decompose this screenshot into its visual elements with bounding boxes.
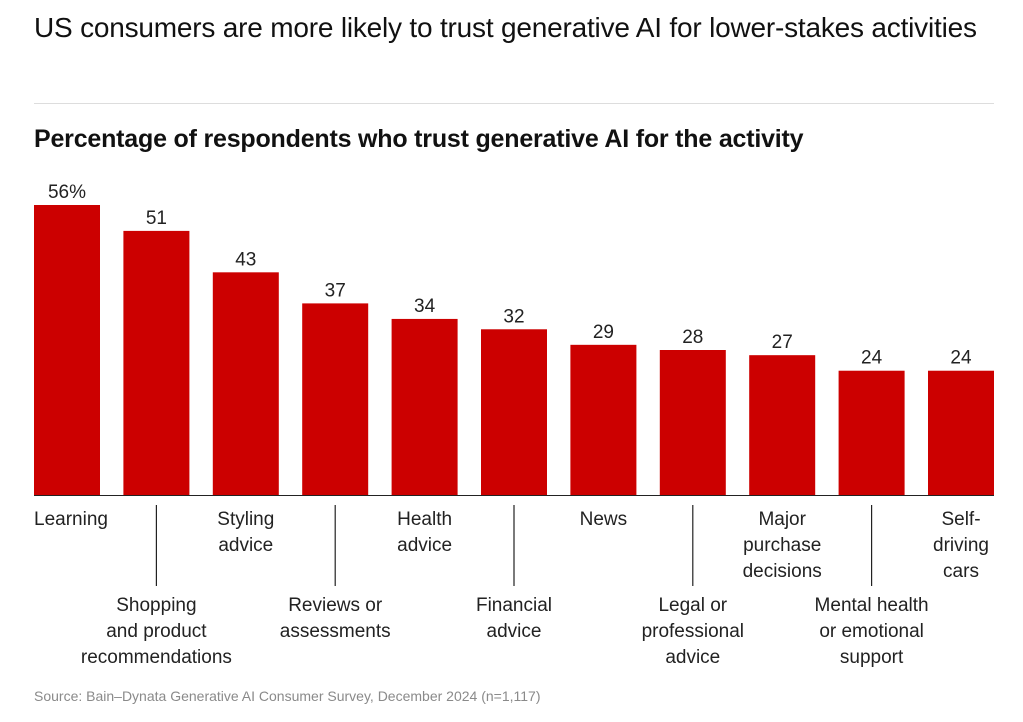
category-label-0: Learning — [34, 509, 108, 530]
value-label-9: 24 — [861, 348, 883, 369]
chart-subtitle: Percentage of respondents who trust gene… — [34, 125, 804, 153]
category-label-9: Mental health or emotional support — [815, 595, 929, 668]
value-label-7: 28 — [682, 327, 703, 348]
title-divider — [34, 103, 994, 104]
bar-1 — [123, 230, 190, 495]
category-label-2: Styling advice — [217, 509, 274, 556]
bar-6 — [570, 344, 637, 495]
bar-10 — [928, 370, 994, 495]
chart-title: US consumers are more likely to trust ge… — [34, 12, 977, 43]
category-label-4: Health advice — [397, 509, 452, 556]
bar-5 — [481, 329, 547, 495]
category-label-7: Legal or professional advice — [642, 595, 744, 668]
value-label-3: 37 — [325, 280, 346, 301]
bar-4 — [391, 318, 458, 495]
bar-7 — [659, 350, 726, 495]
category-label-8: Major purchase decisions — [743, 509, 822, 582]
value-label-4: 34 — [414, 296, 436, 317]
category-label-3: Reviews or assessments — [280, 595, 391, 642]
value-label-5: 32 — [503, 306, 524, 327]
bar-2 — [212, 272, 279, 495]
category-label-1: Shopping and product recommendations — [81, 595, 232, 668]
value-label-10: 24 — [950, 348, 972, 369]
value-label-1: 51 — [146, 208, 167, 229]
category-label-5: Financial advice — [476, 595, 552, 642]
source-note: Source: Bain–Dynata Generative AI Consum… — [34, 688, 541, 704]
bar-8 — [749, 355, 816, 495]
category-label-10: Self-driving cars — [933, 509, 989, 582]
category-label-6: News — [580, 509, 628, 530]
value-label-0: 56% — [48, 182, 86, 203]
value-label-8: 27 — [772, 332, 793, 353]
bar-3 — [302, 303, 369, 495]
value-label-2: 43 — [235, 249, 256, 270]
bar-0 — [34, 205, 100, 495]
value-label-6: 29 — [593, 322, 614, 343]
bar-9 — [838, 370, 905, 495]
